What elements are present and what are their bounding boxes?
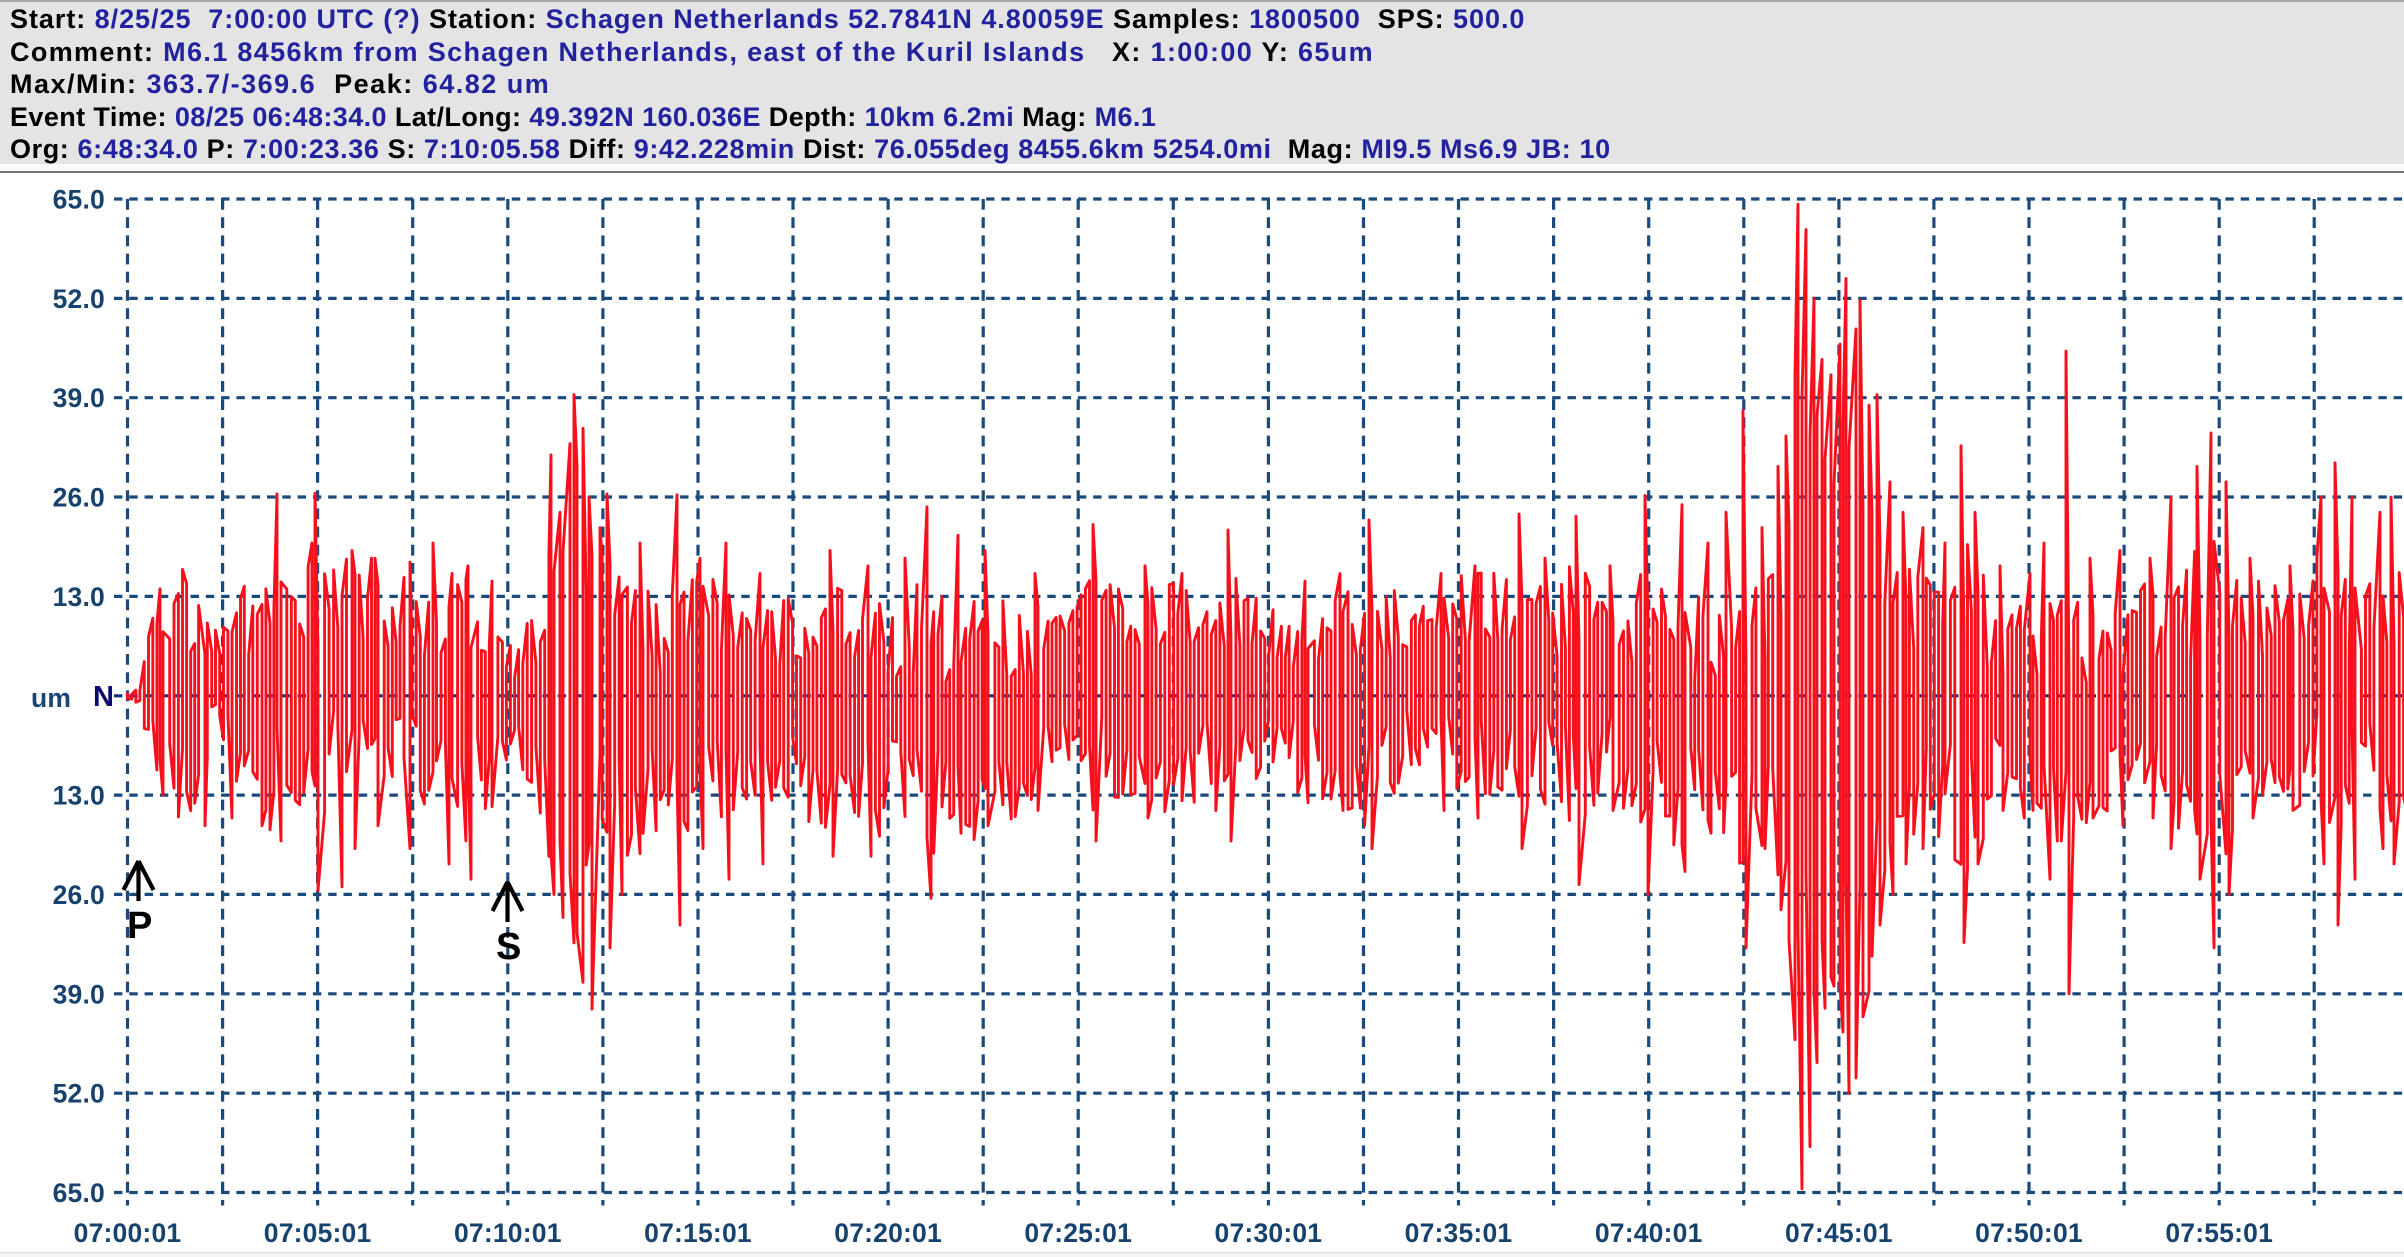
svg-text:07:45:01: 07:45:01 — [1785, 1218, 1893, 1248]
svg-text:07:25:01: 07:25:01 — [1024, 1218, 1132, 1248]
svg-text:13.0: 13.0 — [53, 781, 105, 811]
svg-text:S: S — [496, 926, 521, 968]
svg-text:39.0: 39.0 — [53, 383, 105, 413]
svg-text:P: P — [127, 905, 152, 947]
svg-text:07:15:01: 07:15:01 — [644, 1218, 752, 1248]
svg-text:13.0: 13.0 — [53, 582, 105, 612]
svg-text:07:30:01: 07:30:01 — [1215, 1218, 1323, 1248]
svg-text:39.0: 39.0 — [53, 979, 105, 1009]
svg-text:um: um — [31, 683, 71, 713]
svg-text:26.0: 26.0 — [53, 483, 105, 513]
svg-text:65.0: 65.0 — [53, 185, 105, 215]
svg-text:65.0: 65.0 — [53, 1178, 105, 1208]
svg-text:07:00:01: 07:00:01 — [74, 1218, 182, 1248]
svg-text:07:05:01: 07:05:01 — [264, 1218, 372, 1248]
svg-text:07:35:01: 07:35:01 — [1405, 1218, 1513, 1248]
svg-text:07:50:01: 07:50:01 — [1975, 1218, 2083, 1248]
svg-text:52.0: 52.0 — [53, 1079, 105, 1109]
svg-text:07:40:01: 07:40:01 — [1595, 1218, 1703, 1248]
svg-text:07:10:01: 07:10:01 — [454, 1218, 562, 1248]
svg-text:07:55:01: 07:55:01 — [2165, 1218, 2273, 1248]
svg-text:07:20:01: 07:20:01 — [834, 1218, 942, 1248]
svg-text:N: N — [93, 681, 114, 713]
svg-text:52.0: 52.0 — [53, 284, 105, 314]
svg-text:26.0: 26.0 — [53, 880, 105, 910]
